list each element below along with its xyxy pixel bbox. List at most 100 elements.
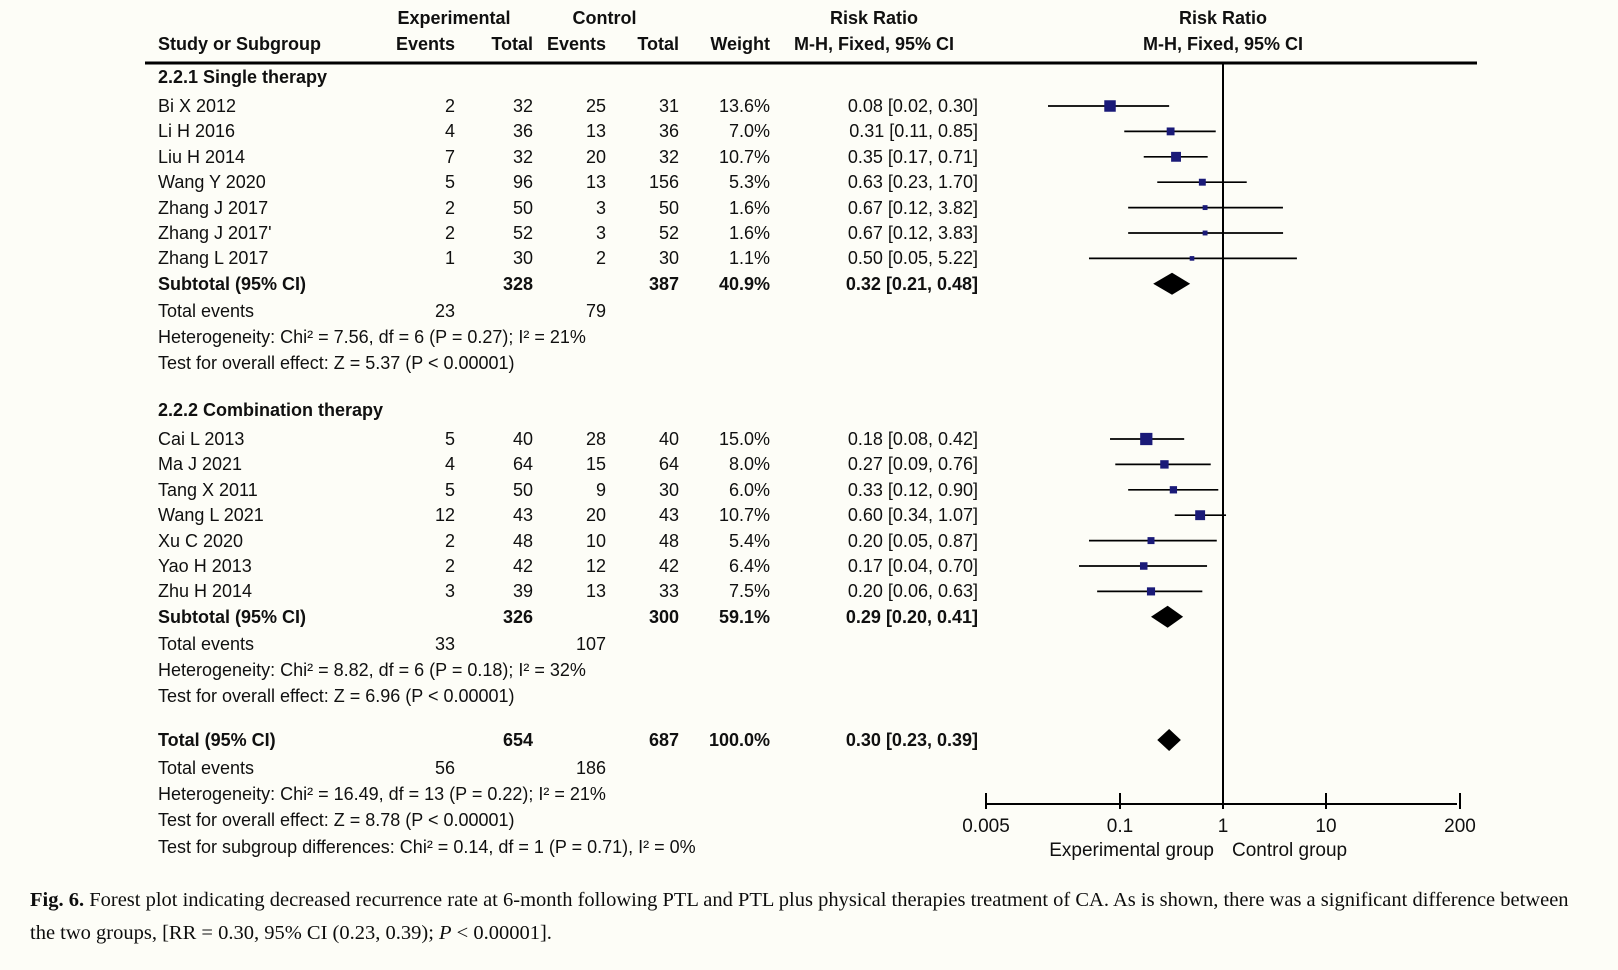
study-label: Zhang J 2017' (158, 223, 272, 243)
pooled-diamond (1151, 605, 1184, 628)
ctrl-events: 28 (585, 429, 606, 449)
axis-tick-label: 0.005 (962, 816, 1010, 837)
header-risk-ratio-left: Risk Ratio (829, 8, 919, 28)
exp-events: 5 (444, 172, 455, 193)
axis-tick-label: 1 (1218, 816, 1229, 837)
header-weight: Weight (710, 34, 770, 54)
rr-ci-label: 0.35 [0.17, 0.71] (847, 146, 978, 167)
rr-ci-label: 0.67 [0.12, 3.82] (847, 197, 978, 218)
exp-total: 48 (512, 530, 533, 551)
rr-ci-label: 0.60 [0.34, 1.07] (847, 505, 978, 526)
exp-events: 4 (444, 454, 455, 475)
study-label: Zhang J 2017 (158, 197, 269, 218)
section-title-row: 2.2.1 Single therapy (0, 64, 1618, 90)
ctrl-events: 25 (585, 96, 606, 116)
subtotal-rr-ci: 0.29 [0.20, 0.41] (845, 606, 978, 627)
rr-ci-label: 0.20 [0.06, 0.63] (847, 581, 978, 602)
subgroup-differences-row-text: Test for subgroup differences: Chi² = 0.… (158, 836, 696, 857)
study-row: Bi X 2012 2 32 25 31 13.6% 0.08 [0.02, 0.30] (0, 93, 1618, 119)
study-label: Wang Y 2020 (158, 172, 266, 193)
subtotal-weight: 40.9% (718, 273, 770, 294)
total-events-exp: 33 (434, 633, 455, 654)
effect-square (1202, 205, 1208, 211)
total-row: Total (95% CI) 654 687 100.0% 0.30 [0.23, 0.… (0, 727, 1618, 753)
total-ctrl-total: 687 (648, 730, 679, 750)
subtotal-ctrl-total: 300 (648, 606, 679, 627)
ctrl-total: 48 (658, 530, 679, 551)
subtotal-weight: 59.1% (718, 606, 770, 627)
subgroup-differences-row: Test for subgroup differences: Chi² = 0.… (0, 834, 1618, 860)
effect-square (1198, 178, 1206, 186)
weight: 6.0% (728, 479, 770, 500)
header-events-ctrl: Events (546, 34, 606, 54)
weight: 8.0% (728, 454, 770, 475)
rr-ci-label: 0.27 [0.09, 0.76] (847, 454, 978, 475)
axis-tick-label: 0.1 (1107, 816, 1133, 837)
heterogeneity-row: Heterogeneity: Chi² = 7.56, df = 6 (P = … (0, 324, 1618, 350)
header-method-right: M-H, Fixed, 95% CI (1142, 34, 1304, 54)
axis-left-group-label: Experimental group (1049, 840, 1214, 861)
figure-caption-text: Forest plot indicating decreased recurre… (30, 889, 1569, 944)
study-label: Yao H 2013 (158, 556, 252, 576)
total-events-row: Total events 23 79 (0, 298, 1618, 324)
study-label: Xu C 2020 (158, 530, 244, 551)
weight: 15.0% (718, 429, 770, 449)
weight: 7.0% (728, 121, 770, 142)
ctrl-events: 3 (595, 223, 606, 243)
effect-square (1166, 127, 1175, 136)
ctrl-events: 20 (585, 505, 606, 526)
effect-square (1146, 587, 1156, 596)
subtotal-ctrl-total: 387 (648, 273, 679, 294)
header-risk-ratio-right: Risk Ratio (1178, 8, 1268, 28)
weight: 10.7% (718, 505, 770, 526)
total-events-label: Total events (158, 300, 255, 321)
study-label: Zhang L 2017 (158, 248, 269, 269)
total-label: Total (95% CI) (158, 730, 276, 750)
study-row: Wang L 2021 12 43 20 43 10.7% 0.60 [0.34, 1.07… (0, 502, 1618, 528)
overall-effect-row: Test for overall effect: Z = 5.37 (P < 0… (0, 350, 1618, 376)
ctrl-events: 13 (585, 121, 606, 142)
weight: 13.6% (718, 96, 770, 116)
figure-caption-text: < 0.00001]. (451, 922, 552, 944)
study-label: Ma J 2021 (158, 454, 243, 475)
header-control: Control (572, 8, 637, 28)
study-row: Wang Y 2020 5 96 13 156 5.3% 0.63 [0.23, 1.70] (0, 169, 1618, 195)
rr-ci-label: 0.50 [0.05, 5.22] (847, 248, 978, 269)
weight: 5.3% (728, 172, 770, 193)
header-events-exp: Events (395, 34, 455, 54)
rr-ci-label: 0.67 [0.12, 3.83] (847, 223, 978, 243)
subtotal-row: Subtotal (95% CI) 326 300 59.1% 0.29 [0.20, … (0, 604, 1618, 630)
effect-square (1160, 460, 1169, 469)
weight: 1.1% (728, 248, 770, 269)
subtotal-rr-ci: 0.32 [0.21, 0.48] (845, 273, 978, 294)
effect-square (1104, 100, 1116, 112)
total-events-ctrl: 79 (585, 300, 606, 321)
subtotal-exp-total: 326 (502, 606, 533, 627)
heterogeneity-row: Heterogeneity: Chi² = 16.49, df = 13 (P … (0, 781, 1618, 807)
exp-total: 30 (512, 248, 533, 269)
ctrl-total: 33 (658, 581, 679, 602)
header-total-ctrl: Total (637, 34, 679, 54)
ctrl-total: 156 (648, 172, 679, 193)
exp-events: 5 (444, 429, 455, 449)
subtotal-label: Subtotal (95% CI) (158, 273, 307, 294)
overall-effect-row-text: Test for overall effect: Z = 6.96 (P < 0… (158, 686, 515, 707)
ctrl-total: 32 (658, 146, 679, 167)
study-row: Liu H 2014 7 32 20 32 10.7% 0.35 [0.17, 0.71] (0, 144, 1618, 170)
exp-total: 50 (512, 197, 533, 218)
effect-square (1139, 562, 1148, 570)
ctrl-events: 2 (595, 248, 606, 269)
study-row: Tang X 2011 5 50 9 30 6.0% 0.33 [0.12, 0.90] (0, 477, 1618, 503)
overall-effect-row: Test for overall effect: Z = 6.96 (P < 0… (0, 683, 1618, 709)
exp-events: 2 (444, 197, 455, 218)
rr-ci-label: 0.31 [0.11, 0.85] (849, 121, 978, 142)
exp-events: 2 (444, 556, 455, 576)
exp-events: 1 (444, 248, 455, 269)
exp-total: 42 (512, 556, 533, 576)
exp-events: 12 (434, 505, 455, 526)
figure-caption: Fig. 6. Forest plot indicating decreased… (30, 884, 1590, 950)
heterogeneity-row-text: Heterogeneity: Chi² = 7.56, df = 6 (P = … (158, 327, 586, 347)
subgroup-title: 2.2.2 Combination therapy (158, 400, 384, 420)
